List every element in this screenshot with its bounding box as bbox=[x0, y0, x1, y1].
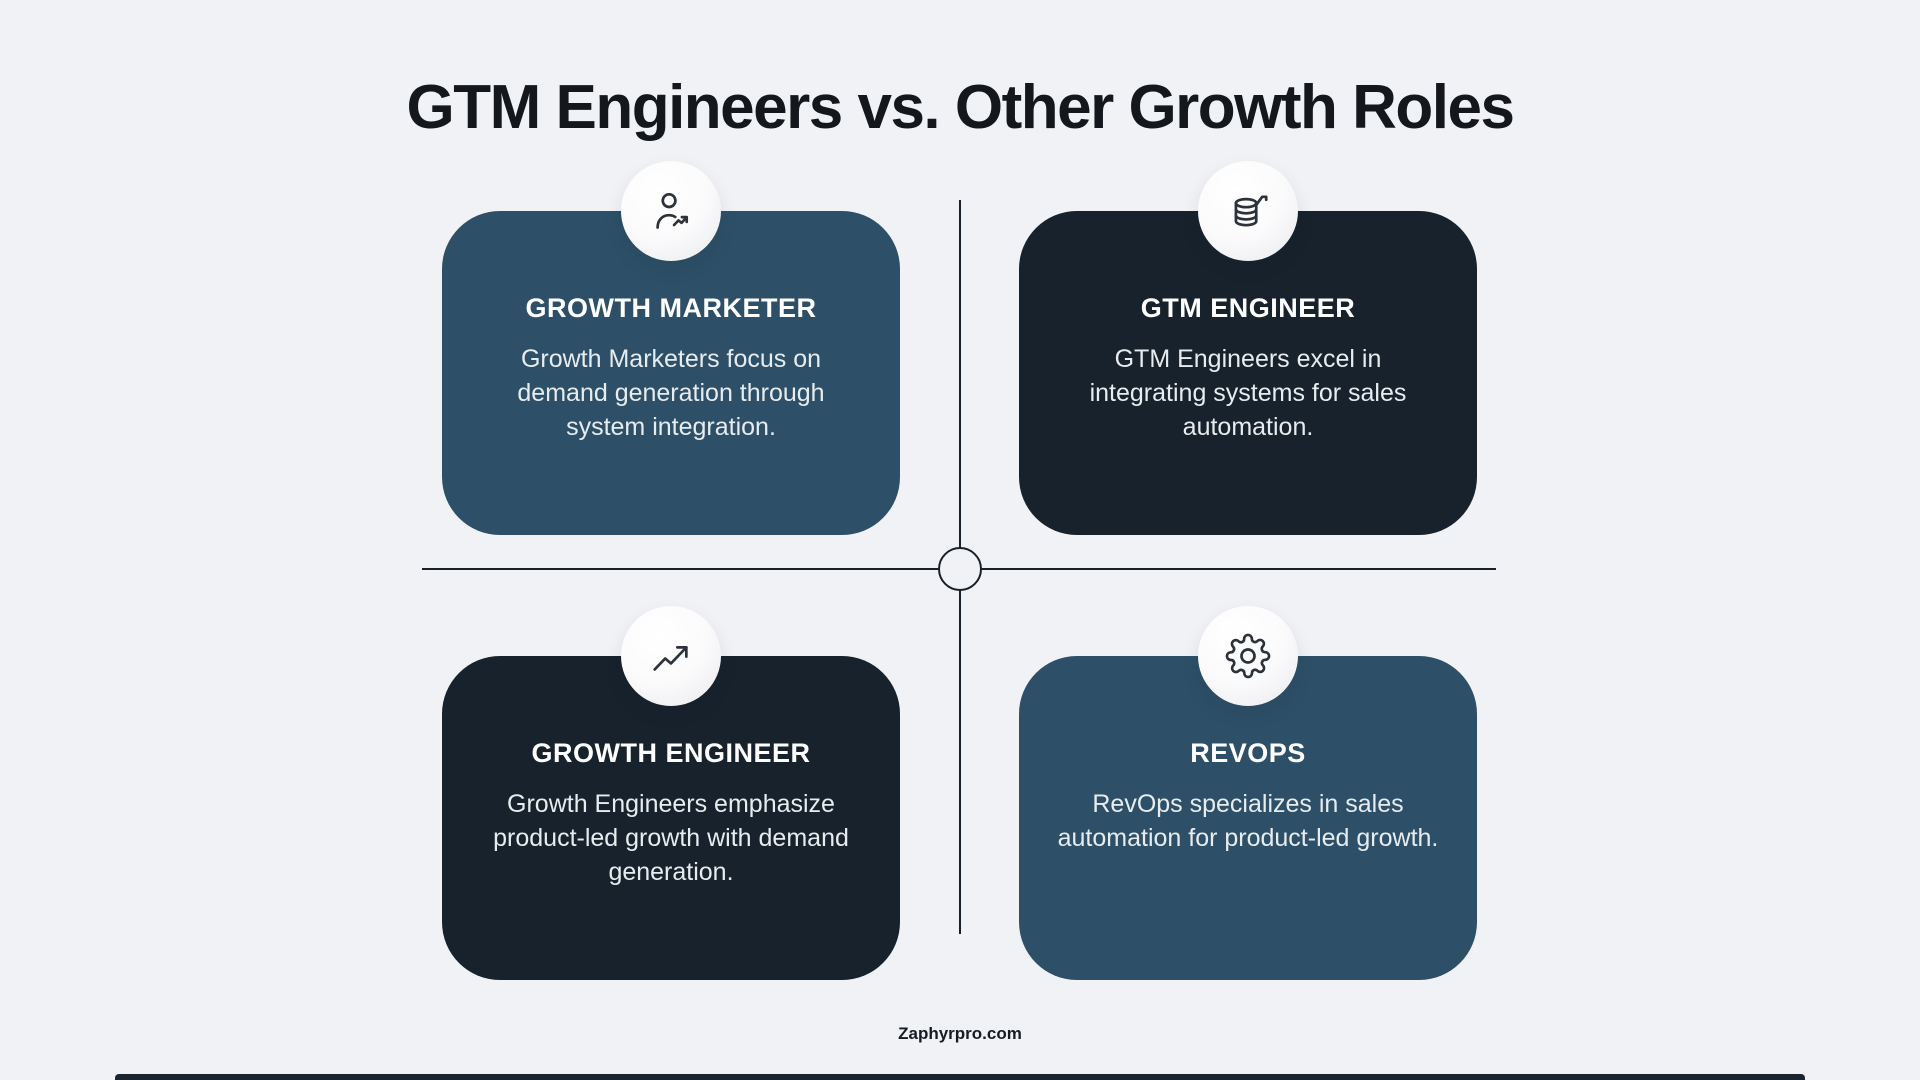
card-title: GTM ENGINEER bbox=[1140, 293, 1356, 323]
card-revops: REVOPS RevOps specializes in sales autom… bbox=[1019, 606, 1477, 980]
growth-marketer-icon-badge bbox=[621, 161, 721, 261]
card-title: REVOPS bbox=[1190, 738, 1306, 768]
axis-center-circle bbox=[938, 547, 982, 591]
database-icon bbox=[1234, 195, 1268, 227]
card-description: RevOps specializes in sales automation f… bbox=[1057, 790, 1439, 852]
card-growth-marketer: GROWTH MARKETER Growth Marketers focus o… bbox=[442, 161, 900, 535]
card-description: Growth Engineers emphasize product-led g… bbox=[493, 790, 849, 886]
card-growth-engineer: GROWTH ENGINEER Growth Engineers emphasi… bbox=[442, 606, 900, 980]
page-title: GTM Engineers vs. Other Growth Roles bbox=[406, 72, 1516, 142]
person-growth-icon bbox=[656, 192, 689, 229]
card-gtm-engineer: GTM ENGINEER GTM Engineers excel in inte… bbox=[1019, 161, 1477, 535]
footer-website: Zaphyrpro.com bbox=[898, 1024, 1022, 1043]
trending-up-icon bbox=[653, 646, 688, 671]
gear-icon bbox=[1225, 633, 1271, 679]
gtm-engineer-icon-badge bbox=[1198, 161, 1298, 261]
card-description: GTM Engineers excel in integrating syste… bbox=[1089, 345, 1407, 441]
revops-icon-badge bbox=[1198, 606, 1298, 706]
card-title: GROWTH ENGINEER bbox=[531, 738, 811, 768]
card-title: GROWTH MARKETER bbox=[525, 293, 817, 323]
growth-engineer-icon-badge bbox=[621, 606, 721, 706]
card-description: Growth Marketers focus on demand generat… bbox=[517, 345, 825, 441]
bottom-edge-bar bbox=[115, 1074, 1805, 1080]
